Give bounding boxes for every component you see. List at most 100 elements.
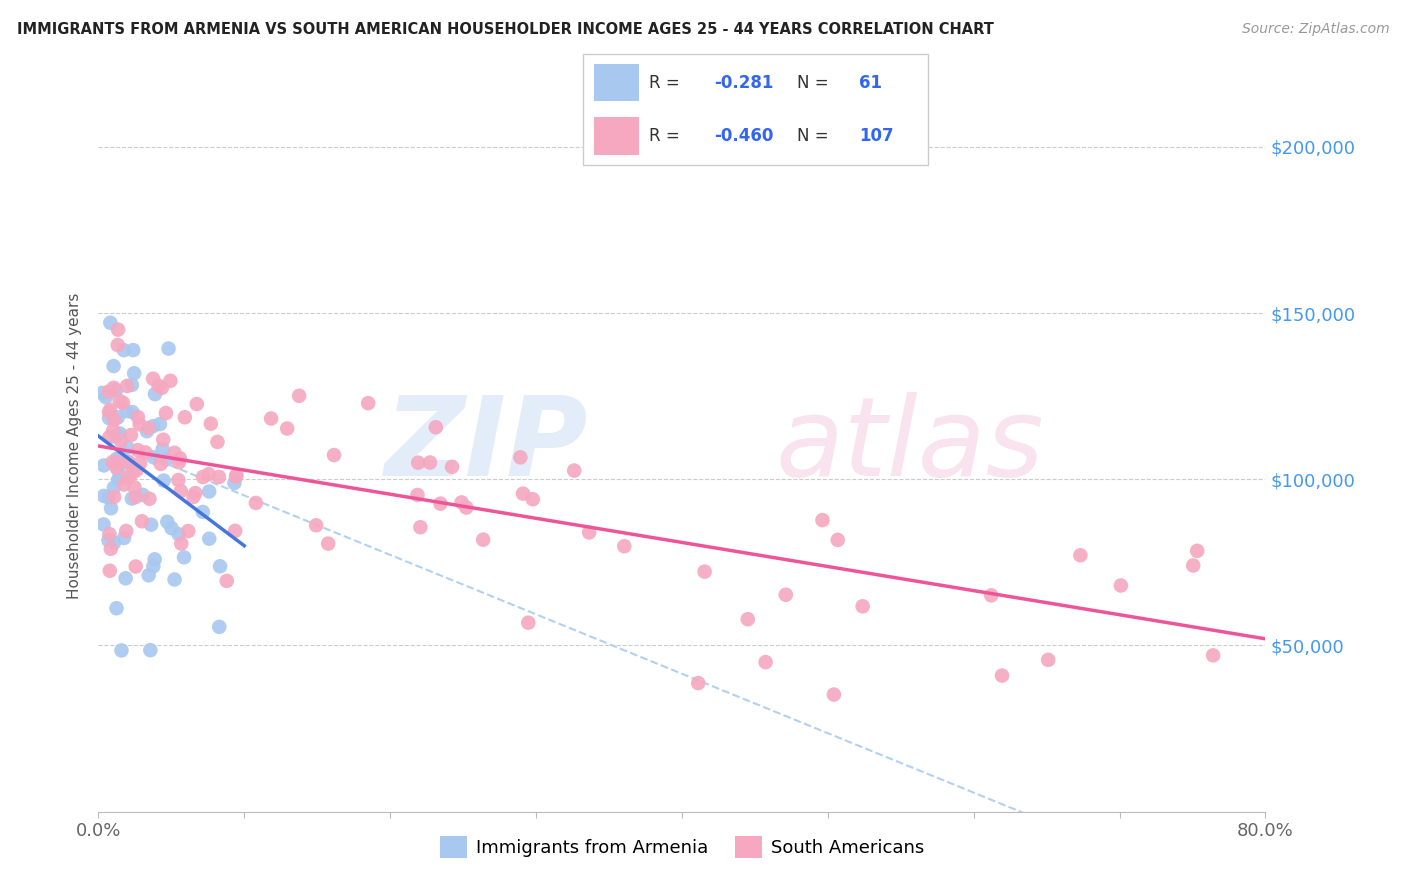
Point bbox=[97, 384, 120, 399]
Point bbox=[103, 359, 125, 373]
Point bbox=[98, 405, 121, 419]
Point bbox=[811, 513, 834, 527]
Point bbox=[103, 381, 125, 395]
Point bbox=[121, 466, 143, 480]
Point bbox=[136, 424, 159, 438]
Legend: Immigrants from Armenia, South Americans: Immigrants from Armenia, South Americans bbox=[432, 829, 932, 865]
Point bbox=[110, 434, 132, 448]
Point bbox=[167, 473, 190, 487]
Point bbox=[406, 488, 429, 502]
Point bbox=[225, 468, 247, 483]
Point bbox=[1109, 578, 1132, 592]
Point bbox=[173, 410, 195, 425]
Point bbox=[823, 688, 845, 702]
Point bbox=[138, 421, 160, 435]
Point bbox=[93, 458, 115, 473]
Point bbox=[138, 491, 160, 506]
Point bbox=[225, 469, 247, 483]
Point bbox=[107, 410, 129, 425]
Point bbox=[1202, 648, 1225, 663]
Point bbox=[111, 396, 134, 410]
Point bbox=[170, 484, 193, 499]
Point bbox=[517, 615, 540, 630]
Point bbox=[142, 372, 165, 386]
Point bbox=[163, 446, 186, 460]
Point bbox=[105, 384, 128, 398]
Point bbox=[101, 424, 124, 438]
Point bbox=[127, 410, 149, 425]
Point bbox=[186, 397, 208, 411]
Point bbox=[159, 374, 181, 388]
Point bbox=[115, 524, 138, 538]
Text: N =: N = bbox=[797, 127, 834, 145]
Point bbox=[150, 381, 173, 395]
Point bbox=[125, 559, 148, 574]
Point bbox=[134, 445, 156, 459]
Point bbox=[117, 455, 139, 469]
Point bbox=[120, 428, 142, 442]
Point bbox=[98, 430, 121, 444]
FancyBboxPatch shape bbox=[593, 63, 638, 102]
Point bbox=[98, 564, 121, 578]
Text: R =: R = bbox=[650, 127, 685, 145]
Point bbox=[142, 419, 165, 434]
Point bbox=[429, 497, 451, 511]
Point bbox=[117, 470, 139, 484]
Point bbox=[139, 517, 162, 532]
Point bbox=[177, 524, 200, 538]
Point bbox=[117, 441, 139, 455]
Text: R =: R = bbox=[650, 73, 685, 92]
Text: -0.281: -0.281 bbox=[714, 73, 773, 92]
Point bbox=[103, 535, 125, 549]
Point bbox=[143, 552, 166, 566]
Point bbox=[613, 539, 636, 553]
Point bbox=[131, 514, 153, 528]
Point bbox=[1182, 558, 1205, 573]
Point bbox=[129, 456, 152, 470]
Point bbox=[260, 411, 283, 425]
Point bbox=[852, 599, 875, 614]
Point bbox=[100, 501, 122, 516]
Point bbox=[98, 527, 121, 541]
Point bbox=[406, 456, 429, 470]
Point bbox=[198, 532, 221, 546]
Point bbox=[991, 668, 1014, 682]
Text: Source: ZipAtlas.com: Source: ZipAtlas.com bbox=[1241, 22, 1389, 37]
Point bbox=[305, 518, 328, 533]
Point bbox=[183, 490, 205, 504]
Point bbox=[224, 524, 246, 538]
Point bbox=[316, 536, 339, 550]
Point bbox=[101, 455, 124, 469]
Point bbox=[191, 470, 214, 484]
Point bbox=[110, 643, 132, 657]
Point bbox=[323, 448, 346, 462]
Point bbox=[139, 643, 162, 657]
Point bbox=[215, 574, 238, 588]
Point bbox=[112, 477, 135, 491]
Point bbox=[115, 404, 138, 418]
Point bbox=[208, 470, 231, 484]
Point bbox=[132, 488, 155, 502]
Point bbox=[184, 486, 207, 500]
Text: ZIP: ZIP bbox=[385, 392, 589, 500]
Point bbox=[409, 520, 432, 534]
Point bbox=[122, 366, 145, 380]
Point bbox=[160, 521, 183, 535]
Point bbox=[167, 455, 190, 469]
Point bbox=[288, 389, 311, 403]
Point bbox=[167, 527, 190, 541]
Point bbox=[827, 533, 849, 547]
Point bbox=[98, 402, 121, 417]
Point bbox=[105, 601, 128, 615]
Point bbox=[425, 420, 447, 434]
Point bbox=[737, 612, 759, 626]
Point bbox=[108, 472, 131, 486]
Point bbox=[118, 456, 141, 470]
Point bbox=[755, 655, 778, 669]
Point bbox=[198, 484, 221, 499]
Point bbox=[138, 568, 160, 582]
Point bbox=[207, 434, 229, 449]
Point bbox=[456, 500, 478, 515]
Point bbox=[93, 489, 115, 503]
Point bbox=[200, 417, 222, 431]
